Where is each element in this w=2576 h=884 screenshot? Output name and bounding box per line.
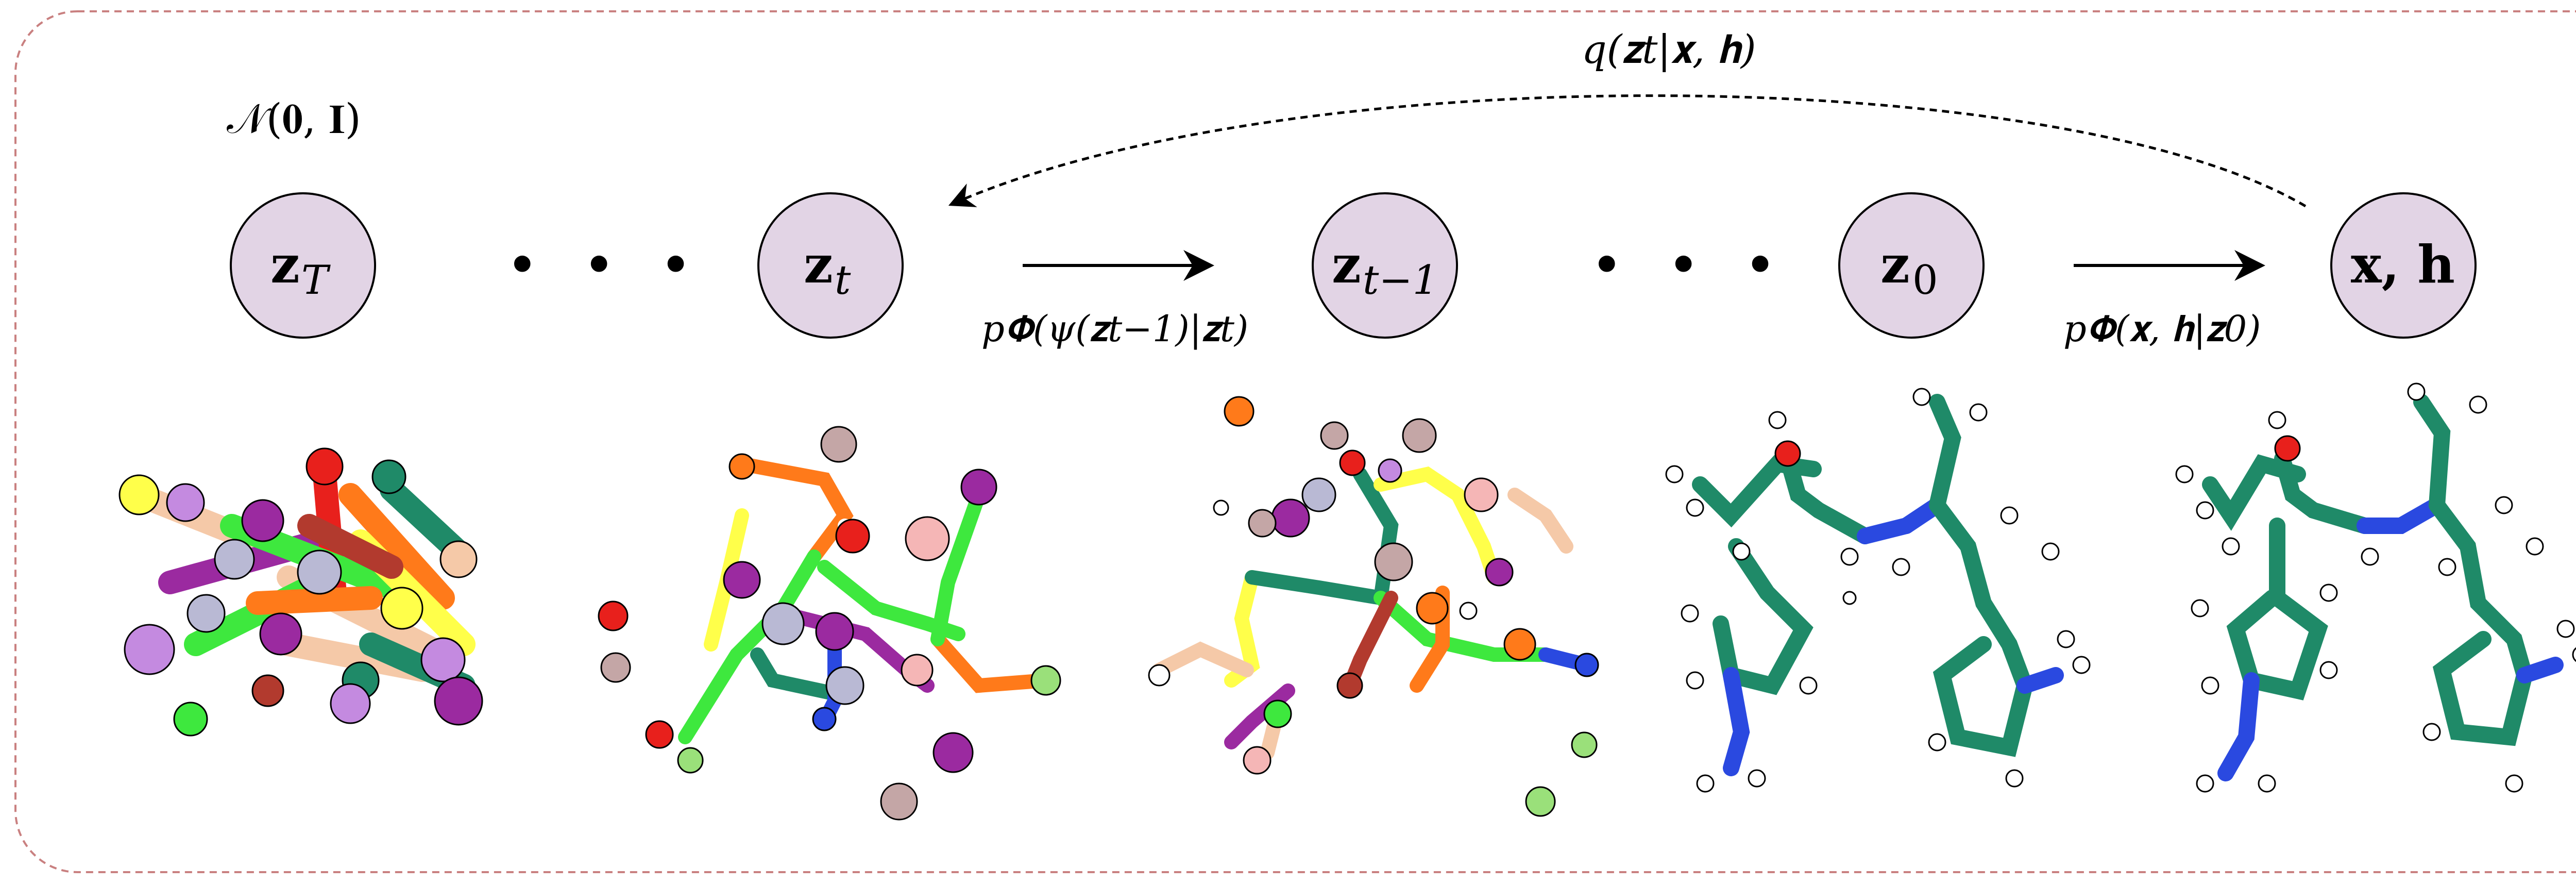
molecule-final-xh — [2175, 382, 2576, 793]
svg-text:𝐱, 𝐡: 𝐱, 𝐡 — [2351, 234, 2455, 295]
node-x-h: 𝐱, 𝐡 — [2330, 192, 2477, 339]
svg-text:t−1: t−1 — [1363, 257, 1438, 304]
svg-text:𝐳: 𝐳 — [270, 234, 300, 295]
decode-label: p𝚽(𝐱, 𝐡|𝐳0) — [2063, 308, 2261, 350]
svg-text:0: 0 — [1912, 257, 1938, 304]
molecule-noisy-zt — [598, 426, 1061, 821]
node-z-T: 𝐳 T — [230, 192, 376, 339]
denoise-step-label: p𝚽(ψ(𝐳t−1)|𝐳t) — [981, 308, 1248, 350]
svg-text:𝐳: 𝐳 — [1880, 234, 1910, 295]
molecule-noisy-zt-minus-1 — [1148, 396, 1599, 817]
forward-process-arrow — [948, 94, 2307, 208]
svg-text:𝐳: 𝐳 — [1332, 234, 1361, 295]
svg-text:T: T — [301, 257, 331, 304]
node-z-t-minus-1: 𝐳 t−1 — [1312, 192, 1458, 339]
svg-text:𝐳: 𝐳 — [804, 234, 833, 295]
molecule-denoised-z0 — [1665, 388, 2091, 793]
outer-frame — [14, 10, 2576, 873]
ellipsis-left: • • • — [507, 238, 706, 292]
molecule-noise-zT — [118, 447, 483, 737]
forward-process-label: q(𝐳t|𝐱, 𝐡) — [1582, 26, 1756, 72]
node-z-t: 𝐳 t — [757, 192, 904, 339]
node-z-0: 𝐳 0 — [1838, 192, 1985, 339]
prior-label: 𝒩(𝟎, 𝐈) — [227, 95, 361, 143]
ellipsis-right: • • • — [1592, 238, 1790, 292]
svg-text:t: t — [835, 257, 851, 304]
